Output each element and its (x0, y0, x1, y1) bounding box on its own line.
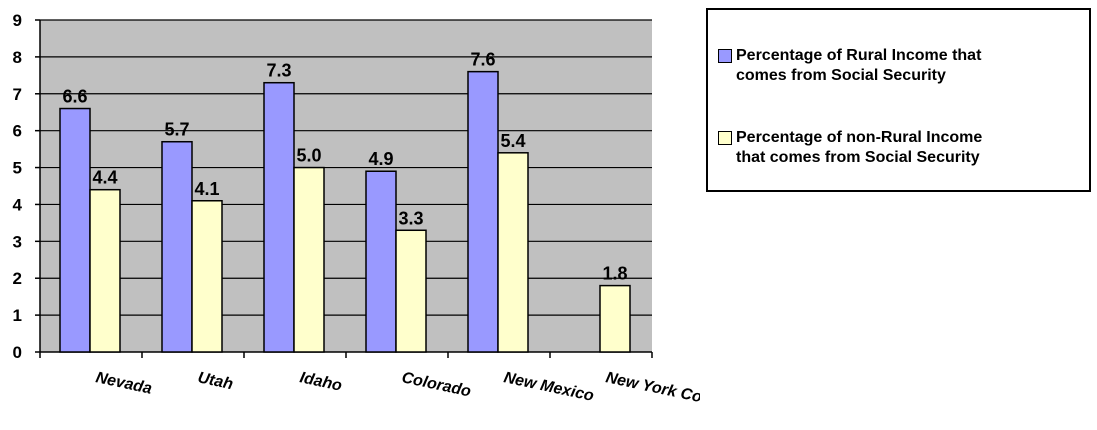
bar-non-rural (497, 152, 529, 353)
y-tick-label: 0 (13, 343, 22, 362)
data-label: 4.9 (368, 149, 393, 169)
legend-label-rural: Percentage of Rural Income that comes fr… (736, 47, 982, 84)
data-label: 5.7 (164, 120, 189, 140)
category-label: Utah (196, 369, 235, 393)
bar-rural (263, 81, 295, 353)
y-tick-label: 8 (13, 48, 22, 67)
data-label: 4.1 (194, 179, 219, 199)
y-tick-label: 1 (13, 306, 22, 325)
data-label: 4.4 (92, 168, 117, 188)
bar-non-rural (191, 200, 223, 353)
category-label: Colorado (400, 369, 472, 400)
category-label: Nevada (94, 369, 153, 397)
data-label: 3.3 (398, 208, 423, 228)
bar-non-rural (395, 229, 427, 353)
data-label: 7.3 (266, 61, 291, 81)
y-tick-label: 5 (13, 159, 22, 178)
y-tick-label: 3 (13, 232, 22, 251)
legend-label-non-rural: Percentage of non-Rural Income that come… (736, 129, 983, 166)
data-label: 5.0 (296, 146, 321, 166)
y-tick-label: 4 (13, 195, 23, 214)
y-tick-label: 7 (13, 85, 22, 104)
category-label: New Mexico (502, 369, 595, 405)
plot-area (40, 20, 652, 352)
y-tick-label: 2 (13, 269, 22, 288)
legend-item-rural: Percentage of Rural Income that comes fr… (718, 46, 981, 86)
legend-item-non-rural: Percentage of non-Rural Income that come… (718, 128, 982, 168)
bar-rural (161, 140, 193, 353)
bar-rural (365, 170, 397, 353)
data-label: 7.6 (470, 50, 495, 70)
data-label: 1.8 (602, 264, 627, 284)
legend-swatch-rural (718, 49, 732, 63)
bar-rural (59, 107, 91, 353)
y-tick-label: 9 (13, 11, 22, 30)
bar-rural (467, 70, 499, 353)
bar-non-rural (293, 166, 325, 353)
y-tick-label: 6 (13, 122, 22, 141)
category-label: Idaho (298, 369, 343, 395)
data-label: 5.4 (500, 131, 525, 151)
legend-swatch-non-rural (718, 131, 732, 145)
bar-chart: 0 1 2 3 4 5 6 7 8 9 6.6 5.7 7.3 4.9 7.6 4.4 4.1 5.0 3.3 5.4… (13, 11, 700, 414)
bar-non-rural (89, 188, 121, 353)
category-label: New York Co., Ny (604, 369, 700, 413)
data-label: 6.6 (62, 87, 87, 107)
bar-non-rural (599, 284, 631, 353)
chart-legend: Percentage of Rural Income that comes fr… (706, 8, 1091, 192)
